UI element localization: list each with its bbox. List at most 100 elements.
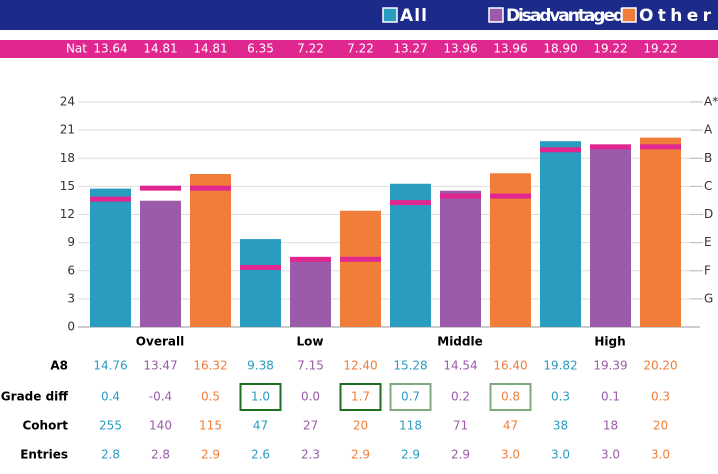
cell: 3.0 (651, 448, 670, 462)
row-label: Entries (20, 448, 68, 462)
cell: 38 (553, 419, 568, 433)
bar (440, 190, 481, 327)
bar (240, 239, 281, 327)
cell: 1.0 (251, 390, 270, 404)
y-tick-label: 24 (60, 95, 75, 109)
highlight-box (489, 383, 532, 411)
cell: 140 (149, 419, 172, 433)
highlight-box (339, 383, 382, 411)
legend-swatch (382, 7, 398, 23)
bar (140, 200, 181, 327)
a8-value: 13.47 (143, 359, 177, 373)
header-bar (0, 0, 718, 30)
y-tick-label: 6 (67, 263, 75, 277)
national-value: 14.81 (143, 42, 177, 56)
a8-value: 15.28 (393, 359, 427, 373)
national-marker (340, 256, 381, 262)
y-tick-label: 21 (60, 123, 75, 137)
national-band (0, 40, 718, 58)
bar (540, 141, 581, 327)
legend-label: Other (639, 6, 712, 26)
bar (590, 145, 631, 327)
y-tick-label: 3 (67, 291, 75, 305)
cell: 20 (653, 419, 668, 433)
cell: 3.0 (501, 448, 520, 462)
bar (640, 137, 681, 327)
bar (340, 210, 381, 327)
y2-tick-label: G (704, 291, 713, 305)
bar (290, 259, 331, 327)
row-label: Grade diff (1, 390, 68, 404)
y2-tick-label: B (704, 151, 712, 165)
x-tick-label: Overall (136, 335, 184, 349)
cell: 118 (399, 419, 422, 433)
national-value: 13.96 (443, 42, 477, 56)
legend-label: All (400, 6, 427, 26)
cell: 47 (503, 419, 518, 433)
x-tick-label: Middle (437, 335, 483, 349)
cell: 0.7 (401, 390, 420, 404)
a8-value: 19.39 (593, 359, 627, 373)
cell: 2.9 (451, 448, 470, 462)
national-value: 13.27 (393, 42, 427, 56)
cell: 27 (303, 419, 318, 433)
cell: 0.5 (201, 390, 220, 404)
cell: 0.0 (301, 390, 320, 404)
national-label: Nat (66, 42, 87, 56)
national-value: 6.35 (247, 42, 274, 56)
y2-tick-label: A (704, 123, 713, 137)
highlight-box (389, 383, 432, 411)
national-marker (140, 185, 181, 191)
cell: 2.3 (301, 448, 320, 462)
y2-tick-label: A* (704, 95, 718, 109)
cell: 0.2 (451, 390, 470, 404)
bar (490, 173, 531, 327)
highlight-box (239, 383, 282, 411)
cell: 3.0 (551, 448, 570, 462)
cell: 0.4 (101, 390, 120, 404)
cell: 20 (353, 419, 368, 433)
cell: 0.8 (501, 390, 520, 404)
cell: 2.8 (151, 448, 170, 462)
cell: 2.9 (201, 448, 220, 462)
legend-swatch (488, 7, 504, 23)
national-marker (490, 193, 531, 199)
national-marker (540, 147, 581, 153)
national-marker (590, 144, 631, 150)
national-value: 7.22 (347, 42, 374, 56)
y-tick-label: 18 (60, 151, 75, 165)
a8-value: 20.20 (643, 359, 677, 373)
cell: 0.3 (551, 390, 570, 404)
national-value: 14.81 (193, 42, 227, 56)
national-marker (390, 200, 431, 206)
national-marker (440, 193, 481, 199)
legend-label: Disadvantaged (506, 6, 625, 26)
national-value: 13.96 (493, 42, 527, 56)
cell: 0.1 (601, 390, 620, 404)
y2-tick-label: C (704, 179, 712, 193)
cell: 2.8 (101, 448, 120, 462)
y-tick-label: 12 (60, 207, 75, 221)
a8-value: 16.40 (493, 359, 527, 373)
y-tick-label: 15 (60, 179, 75, 193)
y-tick-label: 9 (67, 235, 75, 249)
y2-tick-label: E (704, 235, 712, 249)
a8-value: 7.15 (297, 359, 324, 373)
cell: 2.9 (401, 448, 420, 462)
x-tick-label: High (594, 335, 625, 349)
a8-value: 9.38 (247, 359, 274, 373)
y2-tick-label: D (704, 207, 713, 221)
x-tick-label: Low (297, 335, 324, 349)
cell: 71 (453, 419, 468, 433)
bar (190, 174, 231, 327)
cell: 115 (199, 419, 222, 433)
y-tick-label: 0 (67, 320, 75, 334)
a8-value: 19.82 (543, 359, 577, 373)
a8-value: 16.32 (193, 359, 227, 373)
national-value: 13.64 (93, 42, 127, 56)
cell: 2.9 (351, 448, 370, 462)
national-marker (240, 264, 281, 270)
national-value: 7.22 (297, 42, 324, 56)
y2-tick-label: F (704, 263, 711, 277)
